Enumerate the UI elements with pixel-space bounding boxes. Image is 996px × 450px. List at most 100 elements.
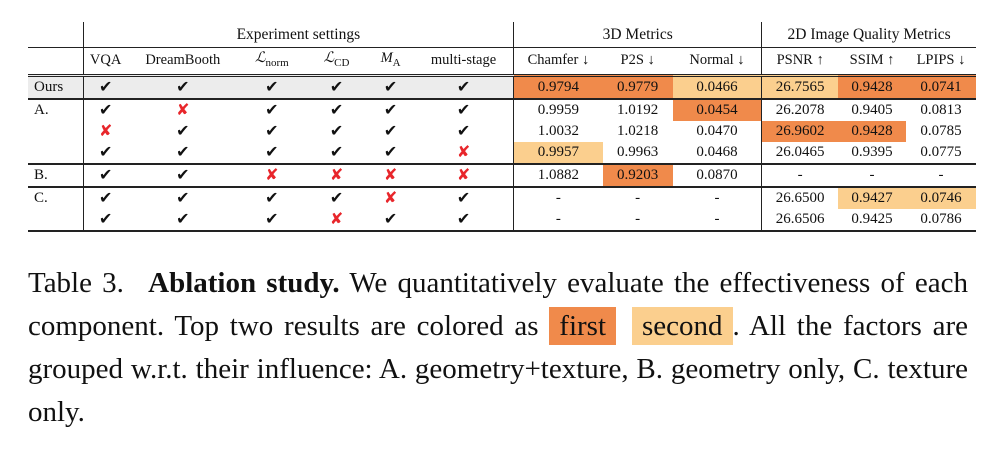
check-icon: ✔: [127, 73, 238, 99]
metric-cell-normal: -: [672, 208, 763, 232]
metric-cell-psnr: 26.0465: [775, 143, 825, 160]
check-icon: ✔: [83, 73, 128, 99]
metric-cell-ssim: 0.9425: [838, 208, 906, 232]
metric-cell-chamfer: 0.9959: [513, 97, 603, 121]
metric-cell-normal: 0.0466: [672, 73, 763, 99]
metric-cell-psnr: 26.9602: [761, 120, 839, 142]
table-row: ✔ ✔ ✔ ✔ ✔ ✘ 0.9957 0.9963 0.0468 26.0465 0.9395 0.0…: [28, 141, 976, 164]
check-icon: ✔: [237, 185, 306, 209]
group-label-cell: [28, 208, 84, 232]
metric-cell-normal: 0.0468: [672, 141, 763, 164]
metric-cell-chamfer: 1.0032: [537, 122, 580, 139]
col-header-chamfer: Chamfer ↓: [513, 47, 603, 76]
metric-cell-ssim: -: [838, 162, 906, 187]
metric-cell-psnr: 26.6500: [761, 185, 839, 209]
check-icon: ✔: [305, 185, 368, 209]
group-label-cell: [28, 141, 84, 164]
check-icon: ✔: [265, 122, 279, 140]
cross-icon: ✘: [367, 185, 414, 209]
column-header-row: VQA DreamBooth ℒnorm ℒCD MA multi-stage …: [28, 47, 976, 76]
col-header-lpips: LPIPS ↓: [905, 47, 976, 76]
metric-cell-normal: -: [672, 185, 763, 209]
metric-cell-lpips: 0.0746: [905, 185, 976, 209]
table-row: B. ✔ ✔ ✘ ✘ ✘ ✘ 1.0882 0.9203 0.0870- - -: [28, 162, 976, 187]
check-icon: ✔: [176, 143, 190, 161]
check-icon: ✔: [413, 97, 515, 121]
cross-icon: ✘: [305, 208, 368, 232]
cross-icon: ✘: [413, 162, 515, 187]
check-icon: ✔: [176, 122, 190, 140]
group-label-cell: [28, 120, 84, 142]
check-icon: ✔: [383, 122, 398, 140]
col-header-dreambooth: DreamBooth: [127, 47, 238, 76]
check-icon: ✔: [127, 185, 238, 209]
check-icon: ✔: [83, 162, 128, 187]
check-icon: ✔: [237, 97, 306, 121]
metric-cell-normal: 0.0454: [672, 97, 763, 121]
col-header-lnorm: ℒnorm: [237, 47, 306, 76]
check-icon: ✔: [367, 97, 414, 121]
check-icon: ✔: [265, 143, 279, 161]
cross-icon: ✘: [413, 141, 515, 164]
metric-cell-chamfer: 0.9794: [513, 73, 603, 99]
table-row-ours: Ours ✔ ✔ ✔ ✔ ✔ ✔ 0.9794 0.9779 0.0466 26.7565 0.942…: [28, 73, 976, 99]
col-header-p2s: P2S ↓: [602, 47, 673, 76]
corner-cell: [28, 22, 84, 48]
metric-cell-ssim: 0.9395: [851, 143, 893, 160]
caption-label: Table 3.: [28, 267, 124, 299]
group-label-cell: A.: [28, 97, 84, 121]
metric-cell-p2s: -: [602, 185, 673, 209]
check-icon: ✔: [367, 208, 414, 232]
check-icon: ✔: [83, 97, 128, 121]
metric-cell-p2s: 0.9203: [602, 162, 673, 187]
metric-cell-ssim: 0.9428: [838, 73, 906, 99]
check-icon: ✔: [305, 73, 368, 99]
group-header-2d-metrics: 2D Image Quality Metrics: [787, 26, 951, 43]
cross-icon: ✘: [127, 97, 238, 121]
table-caption: Table 3. Ablation study. We quantitative…: [28, 262, 968, 434]
metric-cell-p2s: 1.0218: [617, 122, 659, 139]
metric-cell-p2s: 0.9963: [617, 143, 659, 160]
metric-cell-chamfer: -: [513, 208, 603, 232]
ablation-table: Experiment settings 3D Metrics 2D Image …: [28, 22, 976, 232]
group-label-cell: Ours: [28, 73, 84, 99]
first-color-swatch: first: [549, 307, 617, 345]
col-header-psnr: PSNR ↑: [761, 47, 839, 76]
table-row: C. ✔ ✔ ✔ ✔ ✘ ✔ - - -26.6500 0.9427 0.0746: [28, 185, 976, 209]
metric-cell-ssim: 0.9428: [838, 120, 906, 142]
caption-text-1: We quantitatively evaluate the effective…: [28, 267, 968, 342]
check-icon: ✔: [329, 143, 344, 161]
metric-cell-lpips: 0.0785: [920, 122, 962, 139]
metric-cell-lpips: 0.0813: [905, 97, 976, 121]
second-color-swatch: second: [632, 307, 733, 345]
check-icon: ✔: [83, 208, 128, 232]
cross-icon: ✘: [237, 162, 306, 187]
table-row: ✔ ✔ ✔ ✘ ✔ ✔ - - -26.6506 0.9425 0.0786: [28, 208, 976, 232]
metric-cell-lpips: 0.0775: [920, 143, 962, 160]
table-row: ✘ ✔ ✔ ✔ ✔ ✔ 1.0032 1.0218 0.0470 26.9602 0.9428 0.0…: [28, 120, 976, 142]
metric-cell-psnr: 26.7565: [761, 73, 839, 99]
metric-cell-ssim: 0.9427: [838, 185, 906, 209]
check-icon: ✔: [413, 120, 515, 142]
group-header-row: Experiment settings 3D Metrics 2D Image …: [28, 22, 976, 48]
check-icon: ✔: [237, 73, 306, 99]
check-icon: ✔: [83, 185, 128, 209]
caption-text-2: . All the factors are grouped w.r.t. the…: [28, 310, 969, 428]
metric-cell-chamfer: 0.9957: [513, 141, 603, 164]
metric-cell-psnr: 26.6506: [761, 208, 839, 232]
metric-cell-chamfer: -: [513, 185, 603, 209]
group-header-3d-metrics: 3D Metrics: [513, 22, 763, 48]
metric-cell-lpips: -: [905, 162, 976, 187]
metric-cell-lpips: 0.0786: [905, 208, 976, 232]
check-icon: ✔: [413, 208, 515, 232]
metric-cell-normal: 0.0870: [672, 162, 763, 187]
metric-cell-p2s: -: [602, 208, 673, 232]
check-icon: ✔: [127, 162, 238, 187]
check-icon: ✔: [329, 122, 344, 140]
cross-icon: ✘: [367, 162, 414, 187]
check-icon: ✔: [127, 208, 238, 232]
col-header-lcd: ℒCD: [305, 47, 368, 76]
group-column-header: [28, 47, 84, 76]
metric-cell-p2s: 1.0192: [602, 97, 673, 121]
caption-title: Ablation study.: [148, 267, 340, 299]
